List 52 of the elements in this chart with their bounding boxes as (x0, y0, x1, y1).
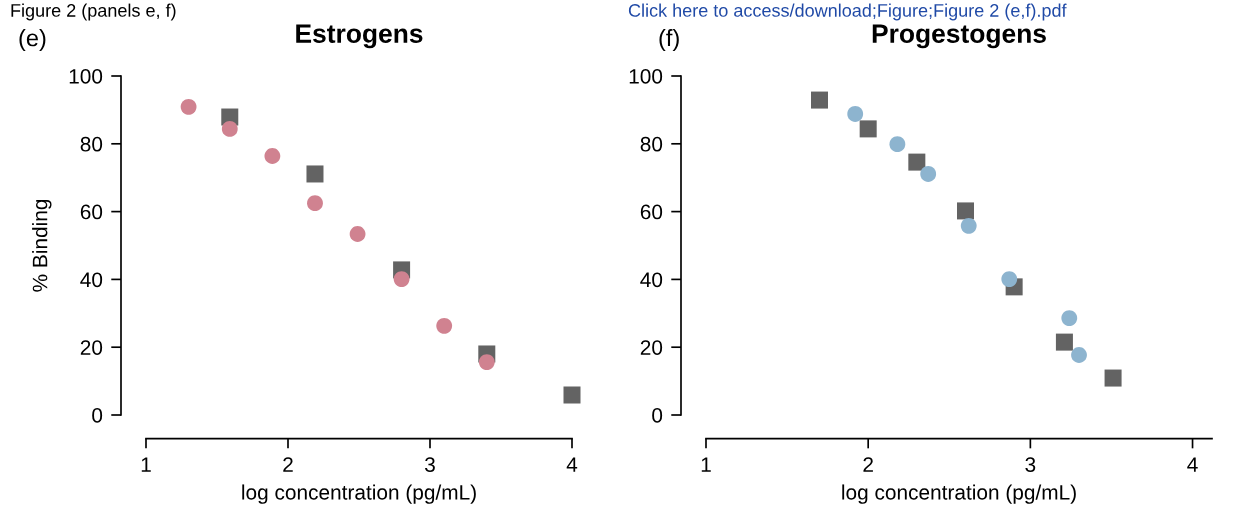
point (859, 120, 877, 138)
y-tick-label: 40 (80, 272, 103, 288)
y-tick-label: 20 (640, 340, 663, 355)
point (1055, 333, 1073, 351)
x-tick-label: 2 (283, 457, 293, 472)
point (1001, 271, 1018, 287)
x-axis-title: log concentration (pg/mL) (842, 484, 1076, 504)
y-tick-label: 40 (640, 272, 663, 288)
point (960, 217, 977, 234)
point (1104, 369, 1122, 387)
y-tick-label: 20 (80, 340, 103, 355)
y-tick-label: 60 (640, 204, 663, 220)
point (221, 120, 238, 137)
y-tick-label: 100 (629, 69, 663, 84)
point (563, 386, 581, 404)
x-axis-title: log concentration (pg/mL) (242, 484, 476, 504)
point (436, 317, 453, 334)
point (847, 106, 864, 122)
point (889, 136, 906, 153)
point (811, 91, 829, 109)
point (307, 195, 323, 212)
point (920, 166, 937, 182)
chart-title: Progestogens (872, 24, 1046, 49)
caption: Figure 2 (panels e, f) (11, 3, 176, 21)
point (908, 153, 926, 171)
y-tick-label: 60 (80, 204, 103, 220)
y-tick-label: 80 (640, 136, 663, 152)
point (956, 202, 974, 220)
x-tick-label: 4 (1187, 457, 1198, 472)
text: (e) (19, 29, 46, 51)
x-tick-label: 3 (1025, 457, 1036, 472)
chart-title: Estrogens (296, 24, 423, 49)
text: Click here to access/download;Figure;Figure 2 (e,f).pdf (628, 3, 1067, 21)
point (478, 354, 495, 371)
point (349, 226, 366, 242)
point (1071, 347, 1087, 363)
point (393, 271, 410, 287)
point (1061, 310, 1078, 326)
point (264, 148, 281, 164)
x-tick-label: 1 (701, 457, 711, 472)
y-tick-label: 0 (92, 408, 103, 423)
point (306, 165, 324, 183)
x-tick-label: 2 (863, 457, 873, 472)
x-tick-label: 4 (566, 457, 578, 472)
y-tick-label: 100 (69, 69, 103, 84)
point (180, 98, 197, 115)
x-tick-label: 1 (141, 457, 151, 472)
text: (f) (659, 29, 679, 51)
y-tick-label: 80 (80, 136, 103, 152)
y-tick-label: 0 (652, 408, 663, 423)
x-tick-label: 3 (425, 457, 435, 472)
y-axis-title: % Binding (32, 199, 52, 292)
